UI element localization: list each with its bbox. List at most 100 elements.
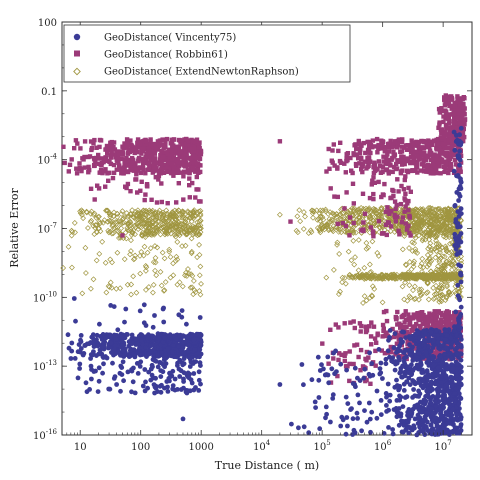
- data-point-1: [396, 228, 401, 233]
- data-point-1: [395, 158, 400, 163]
- data-point-1: [141, 146, 146, 151]
- data-point-0: [385, 381, 391, 387]
- data-point-1: [360, 191, 366, 196]
- data-point-1: [353, 161, 359, 167]
- data-point-0: [196, 346, 202, 352]
- data-point-2: [149, 220, 156, 227]
- data-point-1: [338, 140, 343, 145]
- data-point-0: [153, 375, 159, 381]
- data-point-1: [186, 167, 191, 172]
- data-point-2: [319, 214, 326, 221]
- data-point-2: [77, 208, 83, 215]
- data-point-1: [448, 134, 454, 139]
- data-point-1: [446, 170, 451, 176]
- data-point-2: [411, 258, 418, 265]
- data-point-1: [437, 110, 442, 115]
- data-point-1: [187, 147, 192, 152]
- data-point-2: [410, 212, 417, 219]
- data-point-1: [367, 324, 372, 329]
- data-point-1: [93, 159, 98, 164]
- data-point-1: [139, 151, 144, 156]
- data-point-0: [106, 345, 111, 351]
- data-point-2: [334, 241, 340, 248]
- data-point-2: [424, 257, 431, 264]
- data-point-2: [415, 296, 422, 303]
- data-point-1: [86, 170, 91, 175]
- data-point-2: [139, 232, 146, 239]
- data-point-1: [399, 158, 404, 163]
- data-point-1: [347, 215, 353, 220]
- data-point-2: [412, 234, 419, 241]
- data-point-0: [112, 347, 117, 353]
- data-point-2: [134, 212, 140, 219]
- data-point-1: [119, 171, 124, 176]
- data-point-1: [170, 144, 175, 150]
- data-point-2: [155, 218, 161, 225]
- data-point-2: [101, 217, 108, 224]
- data-point-1: [176, 137, 182, 143]
- data-point-1: [459, 137, 465, 142]
- data-point-0: [396, 422, 402, 428]
- data-point-1: [102, 169, 107, 174]
- data-point-1: [381, 154, 386, 159]
- data-point-2: [380, 274, 386, 280]
- data-point-2: [198, 225, 204, 232]
- data-point-1: [176, 181, 181, 186]
- data-point-1: [409, 316, 414, 321]
- data-point-1: [436, 106, 442, 112]
- data-point-1: [436, 136, 441, 142]
- data-point-2: [412, 272, 419, 279]
- data-point-2: [144, 217, 151, 224]
- data-point-1: [349, 168, 354, 173]
- data-point-2: [364, 273, 371, 280]
- data-point-2: [424, 263, 431, 270]
- data-point-1: [412, 158, 417, 163]
- data-point-2: [150, 289, 156, 296]
- data-point-0: [77, 361, 83, 367]
- data-point-1: [435, 321, 440, 326]
- data-point-1: [125, 138, 130, 144]
- data-point-1: [143, 192, 148, 197]
- data-point-1: [399, 314, 404, 320]
- data-point-2: [412, 283, 418, 290]
- data-point-0: [151, 382, 157, 387]
- data-point-1: [135, 140, 140, 145]
- data-point-1: [345, 151, 351, 156]
- data-point-1: [96, 161, 102, 166]
- data-point-1: [383, 161, 388, 166]
- data-point-2: [177, 220, 184, 227]
- data-point-1: [413, 315, 419, 320]
- data-point-1: [402, 177, 407, 183]
- data-point-2: [127, 251, 133, 258]
- data-point-1: [89, 146, 95, 151]
- data-point-2: [369, 238, 376, 245]
- data-point-2: [104, 207, 111, 214]
- data-point-1: [190, 180, 195, 186]
- data-point-2: [441, 215, 447, 222]
- data-point-2: [423, 233, 430, 240]
- data-point-2: [427, 232, 433, 239]
- data-point-2: [442, 273, 449, 280]
- data-point-2: [183, 231, 189, 238]
- data-point-0: [197, 354, 202, 360]
- data-point-2: [124, 226, 131, 233]
- data-point-2: [123, 210, 130, 216]
- data-point-0: [416, 388, 421, 394]
- data-point-2: [114, 249, 121, 256]
- data-point-1: [357, 151, 363, 156]
- data-point-0: [137, 364, 143, 369]
- data-point-2: [189, 272, 196, 279]
- data-point-1: [136, 158, 141, 164]
- data-point-2: [167, 274, 174, 281]
- data-point-0: [155, 389, 161, 394]
- data-point-1: [383, 222, 389, 227]
- data-point-1: [337, 351, 342, 356]
- data-point-1: [123, 184, 128, 189]
- data-point-1: [458, 160, 464, 165]
- data-point-1: [185, 156, 190, 161]
- data-point-1: [108, 153, 113, 158]
- data-point-2: [152, 213, 159, 219]
- data-point-2: [439, 262, 446, 269]
- data-point-1: [450, 97, 455, 102]
- data-point-1: [445, 309, 450, 314]
